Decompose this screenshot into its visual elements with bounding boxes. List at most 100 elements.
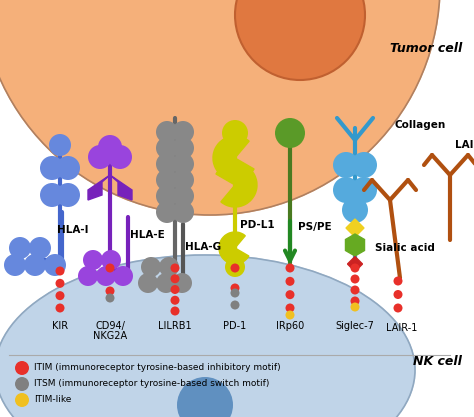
Circle shape	[15, 361, 29, 375]
Text: PD-L1: PD-L1	[240, 220, 274, 230]
Circle shape	[156, 153, 178, 175]
Circle shape	[15, 377, 29, 391]
Text: LAIR-2: LAIR-2	[455, 140, 474, 150]
Circle shape	[172, 137, 194, 159]
Circle shape	[172, 273, 192, 293]
Circle shape	[55, 266, 64, 276]
Text: Tumor cell: Tumor cell	[390, 42, 462, 55]
Polygon shape	[346, 234, 365, 256]
Circle shape	[275, 118, 305, 148]
Circle shape	[101, 250, 121, 270]
Circle shape	[40, 183, 64, 207]
Circle shape	[351, 177, 377, 203]
Text: IRp60: IRp60	[276, 321, 304, 331]
Circle shape	[106, 264, 115, 272]
Circle shape	[285, 304, 294, 312]
Text: Collagen: Collagen	[394, 120, 446, 130]
Circle shape	[225, 257, 245, 277]
Circle shape	[393, 304, 402, 312]
Circle shape	[156, 137, 178, 159]
Polygon shape	[88, 175, 110, 200]
Circle shape	[56, 156, 80, 180]
Circle shape	[106, 294, 115, 302]
Circle shape	[171, 306, 180, 316]
Circle shape	[230, 264, 239, 272]
Circle shape	[141, 257, 161, 277]
Text: LILRB1: LILRB1	[158, 321, 192, 331]
Circle shape	[156, 169, 178, 191]
Circle shape	[235, 0, 365, 80]
Text: HLA-I: HLA-I	[57, 225, 89, 235]
Circle shape	[9, 237, 31, 259]
Circle shape	[172, 121, 194, 143]
Text: HLA-G: HLA-G	[185, 242, 221, 252]
Text: ITIM (immunoreceptor tyrosine-based inhibitory motif): ITIM (immunoreceptor tyrosine-based inhi…	[34, 364, 281, 372]
Text: Sialic acid: Sialic acid	[375, 243, 435, 253]
Wedge shape	[219, 232, 249, 264]
Circle shape	[333, 177, 359, 203]
Circle shape	[285, 264, 294, 272]
Circle shape	[285, 290, 294, 299]
Circle shape	[350, 274, 359, 284]
Circle shape	[40, 156, 64, 180]
Circle shape	[285, 277, 294, 286]
Circle shape	[78, 266, 98, 286]
Text: CD94/: CD94/	[95, 321, 125, 331]
Circle shape	[108, 145, 132, 169]
Circle shape	[98, 135, 122, 159]
Polygon shape	[347, 256, 363, 271]
Circle shape	[230, 289, 239, 297]
Circle shape	[171, 296, 180, 305]
Text: Siglec-7: Siglec-7	[336, 321, 374, 331]
Circle shape	[285, 311, 294, 319]
Circle shape	[171, 285, 180, 294]
Circle shape	[0, 0, 440, 215]
Circle shape	[138, 273, 158, 293]
Circle shape	[230, 301, 239, 309]
Circle shape	[171, 274, 180, 283]
Circle shape	[49, 134, 71, 156]
Circle shape	[333, 152, 359, 178]
Circle shape	[235, 0, 365, 80]
Circle shape	[159, 257, 179, 277]
Circle shape	[172, 201, 194, 223]
Circle shape	[156, 273, 176, 293]
Circle shape	[88, 145, 112, 169]
Circle shape	[106, 286, 115, 296]
Circle shape	[113, 266, 133, 286]
Circle shape	[351, 152, 377, 178]
Circle shape	[230, 284, 239, 292]
Wedge shape	[216, 163, 257, 207]
Text: KIR: KIR	[52, 321, 68, 331]
Circle shape	[24, 254, 46, 276]
Text: PD-1: PD-1	[223, 321, 246, 331]
Text: HLA-E: HLA-E	[130, 230, 165, 240]
Circle shape	[172, 185, 194, 207]
Wedge shape	[213, 136, 254, 180]
Text: NKG2A: NKG2A	[93, 331, 127, 341]
Circle shape	[56, 183, 80, 207]
Circle shape	[15, 393, 29, 407]
Circle shape	[393, 290, 402, 299]
Circle shape	[350, 296, 359, 306]
Text: ITSM (immunoreceptor tyrosine-based switch motif): ITSM (immunoreceptor tyrosine-based swit…	[34, 379, 269, 389]
Circle shape	[4, 254, 26, 276]
Circle shape	[350, 264, 359, 272]
Circle shape	[29, 237, 51, 259]
Circle shape	[55, 304, 64, 312]
Polygon shape	[110, 175, 132, 200]
Circle shape	[44, 254, 66, 276]
Circle shape	[156, 185, 178, 207]
Circle shape	[350, 286, 359, 294]
Circle shape	[83, 250, 103, 270]
Ellipse shape	[0, 255, 415, 417]
Circle shape	[177, 377, 233, 417]
Text: ITIM-like: ITIM-like	[34, 395, 72, 404]
Circle shape	[55, 279, 64, 288]
Circle shape	[172, 153, 194, 175]
Circle shape	[171, 264, 180, 272]
Text: PS/PE: PS/PE	[298, 222, 332, 232]
Circle shape	[172, 169, 194, 191]
Circle shape	[342, 197, 368, 223]
Circle shape	[156, 121, 178, 143]
